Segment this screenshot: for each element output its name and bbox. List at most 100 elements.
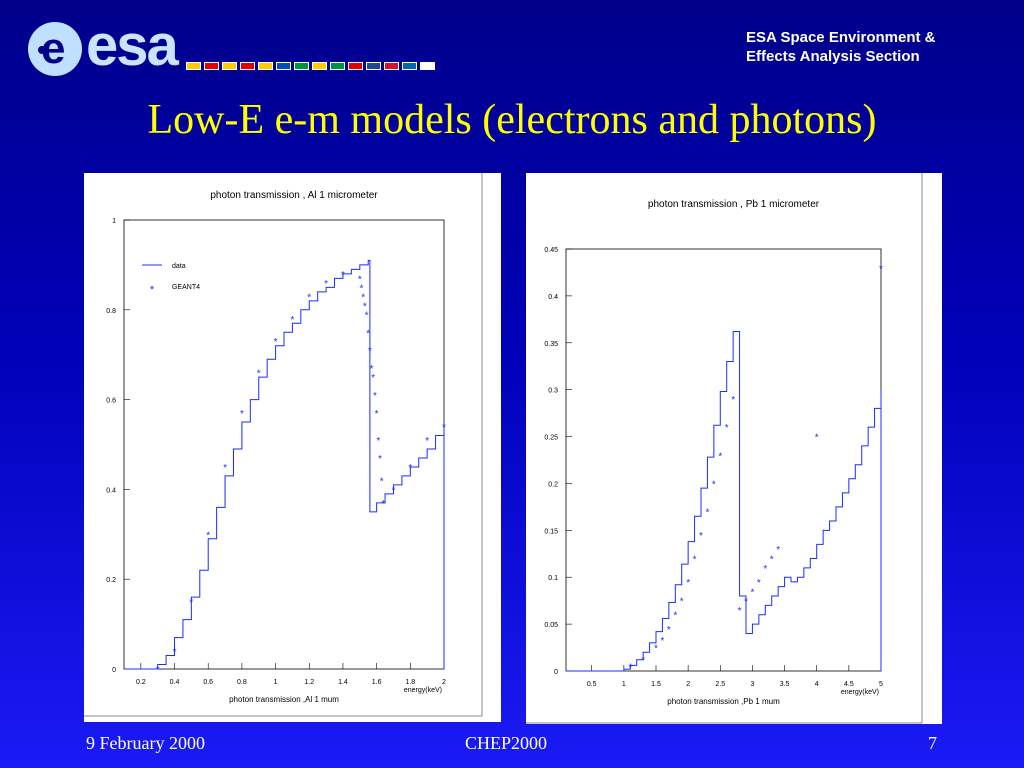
geant4-point: * — [189, 598, 193, 609]
footer-event: CHEP2000 — [465, 733, 548, 753]
geant4-point: * — [376, 436, 380, 447]
y-tick-label: 0.15 — [544, 528, 558, 535]
geant4-point: * — [223, 463, 227, 474]
geant4-point: * — [699, 531, 703, 542]
geant4-point: * — [738, 606, 742, 617]
x-axis-unit-label: energy(keV) — [841, 689, 879, 696]
x-tick-label: 4 — [815, 681, 819, 688]
esa-logo-text: esa — [86, 13, 179, 78]
y-tick-label: 0.05 — [544, 622, 558, 629]
geant4-point: * — [341, 270, 345, 281]
geant4-point: * — [290, 315, 294, 326]
x-tick-label: 2 — [686, 681, 690, 688]
geant4-point: * — [667, 625, 671, 636]
geant4-point: * — [392, 485, 396, 496]
geant4-point: * — [365, 310, 369, 321]
footer-page-number: 7 — [928, 733, 937, 753]
chart-panel-pb: photon transmission , Pb 1 micrometer 0 0.… — [526, 173, 942, 724]
org-line-1: ESA Space Environment & — [746, 29, 936, 46]
y-tick-label: 0.25 — [544, 435, 558, 442]
flag-icon — [330, 62, 345, 70]
y-tick-label: 0.2 — [106, 577, 116, 584]
geant4-point: * — [380, 476, 384, 487]
x-axis-unit-label: energy(keV) — [404, 687, 442, 694]
geant4-point: * — [206, 530, 210, 541]
flag-icon — [402, 62, 417, 70]
flag-icon — [366, 62, 381, 70]
geant4-point: * — [680, 597, 684, 608]
x-tick-label: 0.8 — [237, 679, 247, 686]
y-tick-label: 0.45 — [544, 247, 558, 254]
geant4-point: * — [361, 292, 365, 303]
geant4-point: * — [693, 554, 697, 565]
geant4-point: * — [363, 301, 367, 312]
chart-panel-al: photon transmission , Al 1 micrometer 0 0.… — [84, 173, 501, 722]
y-tick-label: 1 — [112, 218, 116, 225]
geant4-point: * — [705, 508, 709, 519]
geant4-point: * — [381, 499, 385, 510]
chart-pb-transmission: photon transmission , Pb 1 micrometer 0 0.… — [526, 173, 923, 724]
x-tick-label: 3.5 — [780, 681, 790, 688]
y-tick-label: 0.4 — [106, 487, 116, 494]
x-tick-label: 0.2 — [136, 679, 146, 686]
geant4-point: * — [408, 463, 412, 474]
geant4-point: * — [757, 578, 761, 589]
x-tick-label: 1.8 — [405, 679, 415, 686]
geant4-point: * — [879, 264, 883, 275]
flag-icon — [420, 62, 435, 70]
esa-logo: e esa — [28, 13, 458, 78]
geant4-point: * — [324, 279, 328, 290]
x-tick-label: 1 — [622, 681, 626, 688]
flag-icon — [222, 62, 237, 70]
geant4-point: * — [257, 369, 261, 380]
geant4-point: * — [307, 292, 311, 303]
geant4-point: * — [731, 395, 735, 406]
x-tick-label: 0.5 — [587, 681, 597, 688]
chart-al-transmission: photon transmission , Al 1 micrometer 0 0.… — [84, 173, 483, 717]
geant4-point: * — [173, 647, 177, 658]
geant4-point: * — [375, 409, 379, 420]
y-tick-label: 0.3 — [548, 388, 558, 395]
flag-icon — [348, 62, 363, 70]
flag-icon — [204, 62, 219, 70]
flag-icon — [240, 62, 255, 70]
legend-geant4-swatch: * — [150, 284, 155, 296]
geant4-point: * — [750, 587, 754, 598]
x-axis-label: photon transmission ,Pb 1 mum — [667, 697, 780, 706]
geant4-point: * — [718, 451, 722, 462]
geant4-point: * — [274, 337, 278, 348]
x-tick-label: 3 — [750, 681, 754, 688]
x-tick-label: 2 — [442, 679, 446, 686]
geant4-point: * — [725, 423, 729, 434]
geant4-point: * — [358, 274, 362, 285]
plot-frame — [565, 248, 882, 672]
organization-label: ESA Space Environment & Effects Analysis… — [746, 28, 966, 66]
y-tick-label: 0 — [112, 667, 116, 674]
geant4-point: * — [156, 665, 160, 676]
series-data-line — [566, 331, 882, 672]
esa-logo-dot — [38, 46, 46, 54]
geant4-point: * — [240, 409, 244, 420]
geant4-point: * — [815, 433, 819, 444]
geant4-point: * — [763, 564, 767, 575]
x-tick-label: 0.4 — [170, 679, 180, 686]
geant4-point: * — [770, 554, 774, 565]
x-tick-label: 4.5 — [844, 681, 854, 688]
flag-icon — [258, 62, 273, 70]
series-data-line — [124, 259, 445, 670]
flag-icon — [294, 62, 309, 70]
geant4-point: * — [425, 436, 429, 447]
geant4-point: * — [370, 364, 374, 375]
geant4-point: * — [442, 423, 446, 434]
legend-data-label: data — [172, 263, 186, 270]
geant4-point: * — [641, 656, 645, 667]
flag-icon — [312, 62, 327, 70]
x-tick-label: 1.2 — [304, 679, 314, 686]
x-tick-label: 2.5 — [715, 681, 725, 688]
geant4-point: * — [776, 545, 780, 556]
geant4-point: * — [660, 636, 664, 647]
geant4-point: * — [378, 454, 382, 465]
legend-geant4-label: GEANT4 — [172, 284, 200, 291]
geant4-point: * — [686, 578, 690, 589]
geant4-point: * — [712, 479, 716, 490]
